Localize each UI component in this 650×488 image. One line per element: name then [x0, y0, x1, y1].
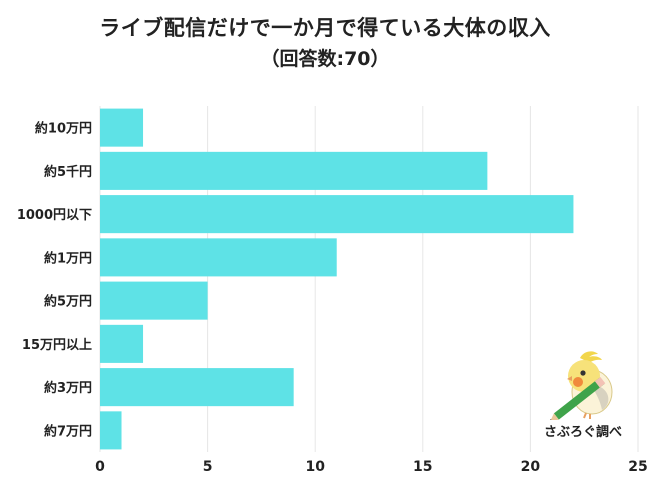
- bar-1: [100, 151, 488, 190]
- bar-4: [100, 281, 208, 320]
- bar-0: [100, 108, 144, 147]
- x-tick-label: 0: [95, 459, 105, 475]
- category-label: 約5千円: [44, 164, 92, 180]
- x-tick-label: 15: [413, 459, 432, 475]
- bar-3: [100, 238, 337, 277]
- bar-7: [100, 411, 122, 450]
- bar-5: [100, 324, 144, 363]
- category-label: 約1万円: [44, 250, 92, 266]
- x-tick-label: 5: [203, 459, 213, 475]
- category-label: 1000円以下: [17, 208, 92, 223]
- category-label: 約5万円: [44, 294, 92, 310]
- bar-2: [100, 195, 574, 234]
- x-tick-label: 25: [628, 459, 647, 475]
- category-label: 15万円以上: [22, 338, 92, 353]
- category-label: 約7万円: [44, 423, 92, 439]
- brand-label: さぶろぐ調べ: [543, 425, 622, 440]
- chart-title: ライブ配信だけで一か月で得ている大体の収入: [99, 16, 551, 40]
- x-tick-label: 10: [305, 459, 325, 475]
- bars: [100, 108, 574, 450]
- category-label: 約3万円: [44, 380, 92, 396]
- x-tick-label: 20: [521, 459, 541, 475]
- category-label: 約10万円: [35, 121, 92, 137]
- cockatiel-mascot-icon: [549, 351, 613, 420]
- bar-6: [100, 368, 294, 407]
- chart-subtitle: （回答数:70）: [260, 48, 390, 70]
- x-axis-ticks: 0 5 10 15 20 25: [95, 459, 648, 475]
